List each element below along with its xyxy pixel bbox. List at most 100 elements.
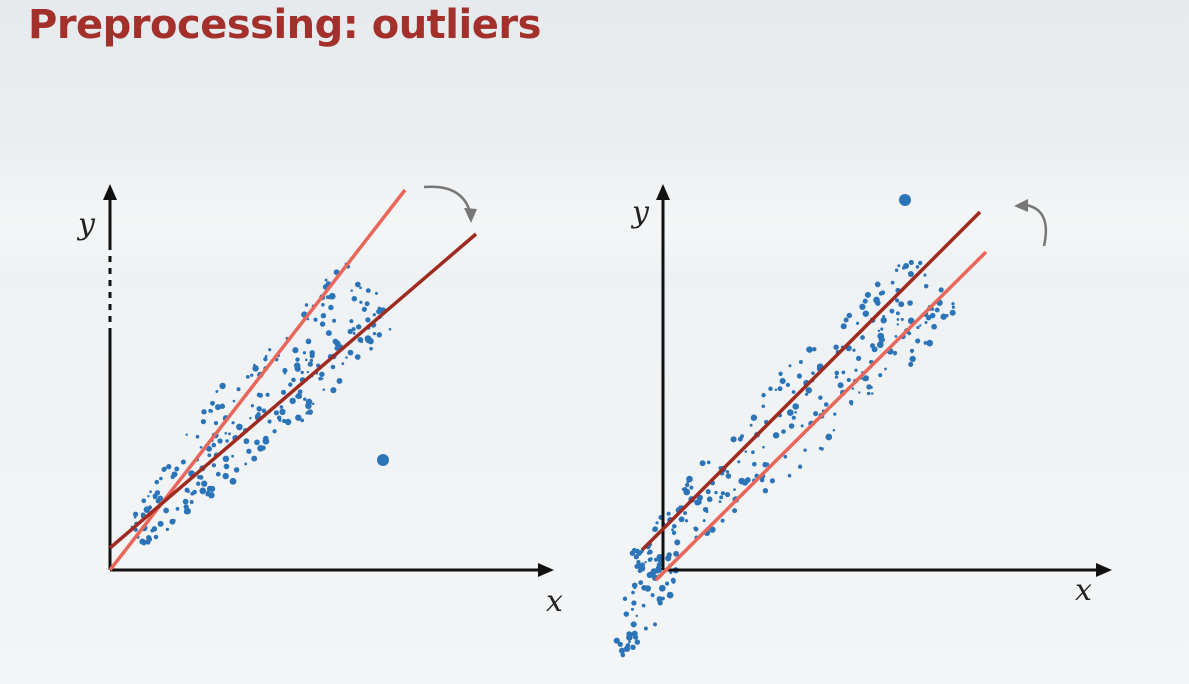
scatter-point <box>706 460 711 465</box>
scatter-point <box>231 454 235 458</box>
scatter-point <box>895 311 900 316</box>
scatter-point <box>245 374 250 379</box>
scatter-point <box>622 596 628 602</box>
scatter-point <box>376 332 382 338</box>
scatter-point <box>797 464 803 469</box>
counter-clockwise-arrow-icon <box>1025 203 1048 247</box>
scatter-point <box>666 552 672 558</box>
scatter-point <box>832 428 836 432</box>
scatter-point <box>321 377 324 380</box>
scatter-point <box>324 278 328 282</box>
scatter-point <box>907 300 913 306</box>
scatter-point <box>859 303 866 310</box>
scatter-point <box>806 346 813 353</box>
scatter-point <box>903 262 910 269</box>
scatter-point <box>182 498 189 505</box>
scatter-point <box>669 570 673 574</box>
scatter-point <box>236 387 241 392</box>
scatter-point <box>213 421 219 426</box>
scatter-point <box>330 364 336 370</box>
scatter-point <box>174 466 180 472</box>
scatter-point <box>893 352 896 356</box>
scatter-point <box>372 313 376 317</box>
scatter-point <box>656 596 663 603</box>
scatter-point <box>762 461 768 468</box>
scatter-point <box>686 480 690 484</box>
scatter-point <box>279 408 286 416</box>
scatter-point <box>909 355 916 363</box>
scatter-point <box>210 400 215 406</box>
scatter-point <box>219 382 226 390</box>
scatter-point <box>613 637 620 644</box>
scatter-point <box>693 526 699 532</box>
scatter-point <box>140 515 144 519</box>
scatter-point <box>332 318 337 323</box>
scatter-point <box>207 453 212 458</box>
scatter-point <box>147 494 150 498</box>
scatter-point <box>785 382 791 388</box>
scatter-point <box>860 335 865 340</box>
scatter-point <box>866 384 872 390</box>
scatter-point <box>139 538 146 545</box>
scatter-point <box>161 467 167 472</box>
scatter-point <box>749 423 753 427</box>
scatter-point <box>149 490 152 494</box>
scatter-point <box>147 505 153 510</box>
scatter-point <box>273 410 279 416</box>
y-axis-arrowhead-left <box>103 184 117 200</box>
scatter-point <box>673 550 680 557</box>
scatter-point <box>653 622 657 627</box>
scatter-point <box>787 473 792 478</box>
scatter-point <box>196 481 201 486</box>
slide-title: Preprocessing: outliers <box>28 2 541 48</box>
scatter-point <box>824 402 828 406</box>
scatter-point <box>189 500 194 504</box>
scatter-point <box>295 357 300 362</box>
scatter-point <box>252 365 259 372</box>
scatter-point <box>907 270 914 278</box>
scatter-point <box>253 363 256 367</box>
scatter-point <box>349 319 354 324</box>
scatter-point <box>812 346 817 352</box>
scatter-point <box>897 264 901 268</box>
scatter-point <box>163 507 169 514</box>
scatter-point <box>334 345 340 351</box>
scatter-point <box>354 354 361 360</box>
scatter-point <box>863 375 869 382</box>
fit-line-dark-left <box>108 232 478 550</box>
scatter-point <box>666 511 671 516</box>
scatter-point <box>231 421 235 425</box>
scatter-point <box>803 448 807 452</box>
scatter-point <box>309 353 315 359</box>
scatter-point <box>705 489 711 495</box>
scatter-point <box>633 634 639 640</box>
scatter-point <box>725 473 732 479</box>
scatter-point <box>843 317 849 323</box>
scatter-point <box>908 259 914 265</box>
scatter-point <box>217 438 223 444</box>
scatter-point <box>880 290 886 295</box>
scatter-point <box>250 404 255 408</box>
scatter-point <box>347 328 353 335</box>
y-axis-arrowhead-right <box>656 184 670 200</box>
scatter-point <box>683 511 688 516</box>
scatter-point <box>656 567 663 573</box>
scatter-point <box>364 301 370 307</box>
scatter-point <box>635 614 639 618</box>
scatter-point <box>365 317 371 323</box>
scatter-point <box>951 305 955 309</box>
scatter-point <box>318 376 322 381</box>
scatter-point <box>689 485 694 490</box>
scatter-point <box>219 403 226 409</box>
scatter-point <box>900 317 904 321</box>
scatter-point <box>305 338 312 345</box>
scatter-point <box>264 354 268 358</box>
scatter-point <box>359 286 362 290</box>
scatter-point <box>878 336 885 343</box>
scatter-point <box>233 467 240 473</box>
scatter-point <box>375 291 378 295</box>
scatter-point <box>781 429 786 434</box>
clockwise-arrow-icon <box>423 185 472 213</box>
scatter-point <box>878 373 883 378</box>
scatter-point <box>674 539 681 546</box>
